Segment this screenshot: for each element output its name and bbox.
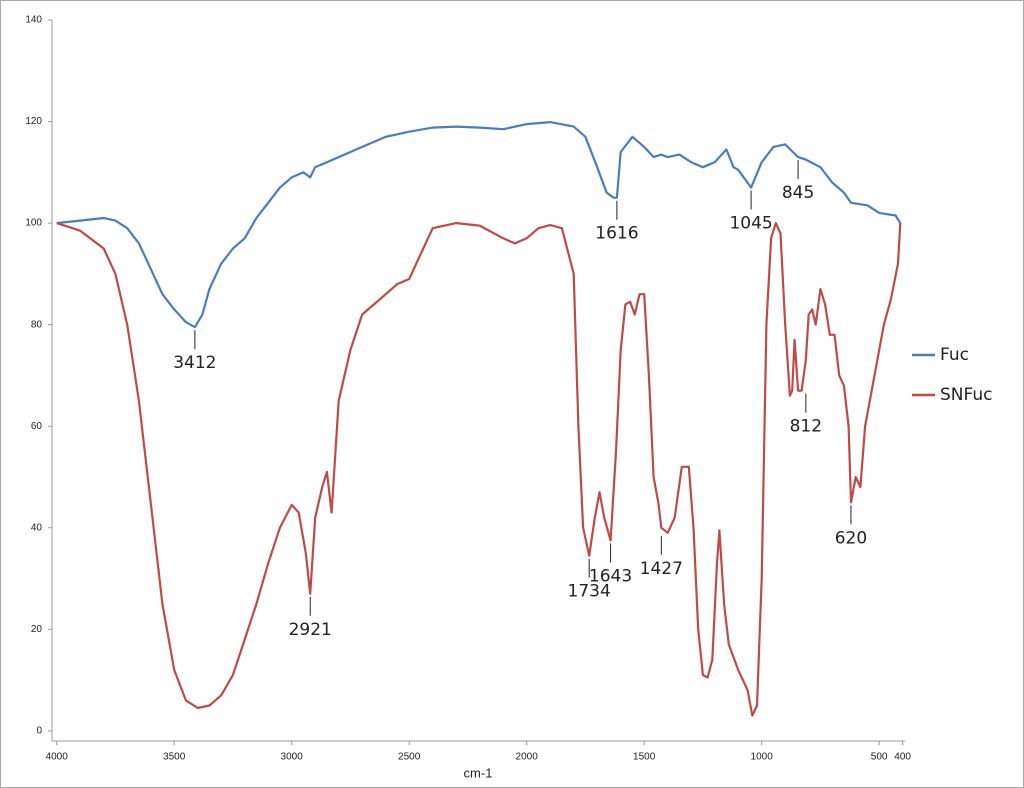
legend-label: Fuc <box>940 345 969 365</box>
x-tick-label: 2500 <box>398 752 421 763</box>
y-tick-label: 20 <box>31 624 43 635</box>
y-tick-label: 40 <box>31 522 43 533</box>
annotation-label: 1045 <box>729 214 772 234</box>
x-tick-label: 1000 <box>751 752 774 763</box>
x-tick-label: 3000 <box>281 752 304 763</box>
annotation-label: 845 <box>782 183 814 203</box>
x-tick-label: 2000 <box>516 752 539 763</box>
annotation-label: 620 <box>835 528 867 548</box>
x-axis-label: cm-1 <box>464 765 493 780</box>
annotation-label: 2921 <box>289 620 332 640</box>
annotation-label: 1643 <box>589 566 632 586</box>
annotation-label: 1734 <box>568 582 611 602</box>
y-tick-label: 60 <box>31 421 43 432</box>
annotation-label: 1616 <box>595 224 638 244</box>
y-tick-label: 80 <box>31 319 43 330</box>
y-tick-label: 100 <box>25 218 42 229</box>
legend-label: SNFuc <box>940 385 992 405</box>
x-tick-label: 4000 <box>46 752 69 763</box>
annotation-label: 812 <box>790 417 822 437</box>
x-tick-label: 3500 <box>163 752 186 763</box>
annotation-label: 3412 <box>173 353 216 373</box>
x-tick-label: 1500 <box>633 752 656 763</box>
y-tick-label: 120 <box>25 116 42 127</box>
y-tick-label: 140 <box>25 15 42 26</box>
annotation-label: 1427 <box>640 559 683 579</box>
y-tick-label: 0 <box>36 725 42 736</box>
x-tick-label: 500 <box>871 752 888 763</box>
x-tick-label: 400 <box>894 752 911 763</box>
series-line <box>56 121 902 329</box>
series-line <box>56 222 902 717</box>
